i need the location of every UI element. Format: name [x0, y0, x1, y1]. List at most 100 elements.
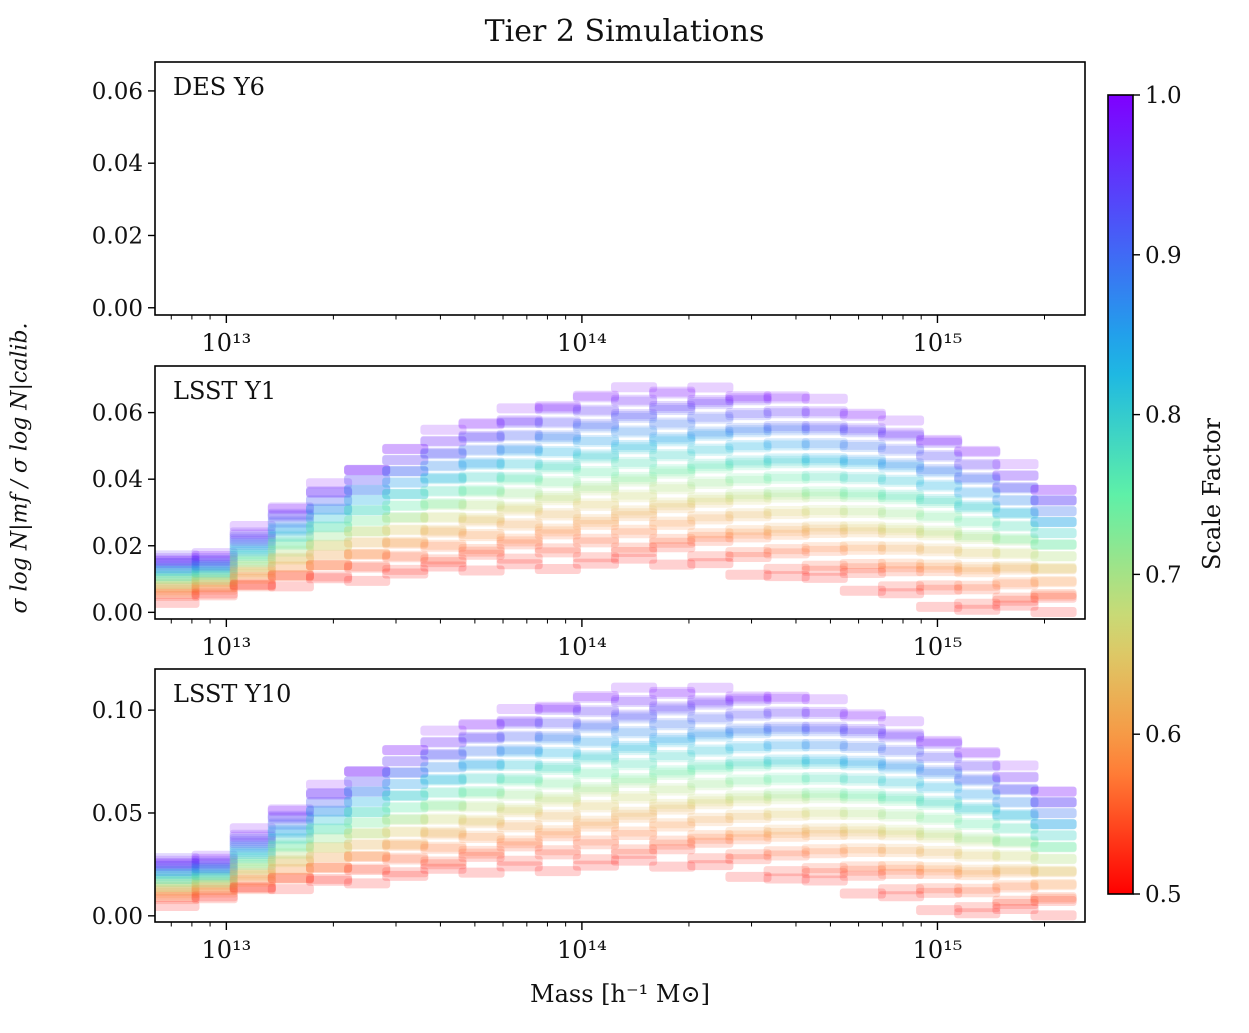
bin-band	[992, 534, 1039, 545]
bin-band	[459, 247, 505, 257]
bin-band	[763, 529, 810, 540]
bin-band	[344, 495, 391, 506]
bin-band	[992, 838, 1039, 849]
bin-band	[763, 846, 810, 857]
bin-band	[572, 480, 619, 491]
bin-band	[763, 455, 810, 466]
bin-band	[382, 791, 429, 802]
bin-band	[649, 223, 695, 233]
bin-band	[534, 547, 581, 558]
bin-band	[801, 787, 848, 798]
bin-band	[954, 564, 1001, 575]
bin-band	[1030, 893, 1077, 904]
bin-band	[878, 171, 924, 181]
bin-band	[153, 271, 199, 281]
bin-band	[954, 604, 1001, 615]
bin-band	[1031, 235, 1077, 245]
bin-band	[191, 879, 238, 890]
bin-band	[878, 476, 925, 487]
bin-band	[801, 440, 848, 451]
bin-band	[496, 431, 543, 442]
bin-band	[687, 263, 733, 273]
bin-band	[878, 257, 924, 267]
bin-band	[155, 873, 200, 884]
bin-band	[192, 275, 238, 285]
bin-band	[458, 774, 505, 785]
bin-band	[611, 524, 658, 535]
bin-band	[458, 513, 505, 523]
bin-band	[763, 526, 810, 537]
bin-band	[763, 756, 810, 767]
bin-band	[382, 211, 428, 221]
bin-band	[572, 392, 619, 403]
bin-band	[878, 223, 924, 233]
bin-band	[534, 777, 581, 788]
bin-band	[267, 503, 314, 514]
bin-band	[534, 717, 581, 728]
bin-band	[725, 188, 771, 198]
bin-band	[155, 573, 200, 584]
bin-band	[458, 845, 505, 856]
bin-band	[573, 147, 619, 157]
bin-band	[878, 566, 925, 577]
bin-band	[687, 514, 734, 525]
bin-band	[155, 588, 200, 599]
bin-band	[1030, 528, 1077, 538]
bin-band	[344, 160, 390, 170]
bin-band	[840, 226, 886, 236]
bin-band	[840, 171, 886, 181]
bin-band	[878, 824, 925, 835]
bin-band	[382, 802, 429, 813]
bin-band	[649, 434, 696, 445]
bin-band	[306, 824, 353, 835]
bin-band	[725, 528, 772, 539]
bin-band	[344, 214, 390, 224]
bin-band	[954, 567, 1001, 578]
bin-band	[420, 227, 466, 237]
bin-band	[572, 422, 619, 433]
bin-band	[611, 743, 658, 753]
bin-band	[496, 487, 543, 498]
bin-band	[916, 147, 962, 157]
bin-band	[1031, 259, 1077, 269]
bin-band	[687, 853, 734, 864]
bin-band	[344, 817, 391, 828]
bin-band	[839, 775, 886, 786]
bin-band	[573, 219, 619, 229]
bin-band	[840, 203, 886, 213]
bin-band	[573, 167, 619, 177]
bin-band	[458, 746, 505, 757]
bin-band	[382, 175, 428, 185]
bin-band	[1030, 592, 1077, 603]
bin-band	[725, 743, 772, 754]
bin-band	[344, 494, 391, 505]
bin-band	[839, 760, 886, 771]
bin-band	[992, 297, 1038, 307]
bin-band	[992, 600, 1039, 611]
bin-band	[954, 883, 1001, 894]
bin-band	[573, 237, 619, 247]
bin-band	[839, 505, 886, 516]
bin-band	[572, 691, 619, 702]
bin-band	[496, 443, 543, 454]
bin-band	[1030, 575, 1077, 586]
bin-band	[192, 269, 238, 279]
bin-band	[459, 169, 505, 179]
bin-band	[153, 259, 199, 269]
panel-label: DES Y6	[173, 73, 265, 101]
bin-band	[992, 179, 1038, 189]
bin-band	[497, 98, 543, 108]
bin-band	[649, 114, 695, 124]
bin-band	[992, 809, 1039, 820]
bin-band	[878, 415, 925, 426]
bin-band	[1031, 212, 1077, 222]
bin-band	[534, 792, 581, 803]
bin-band	[496, 820, 543, 830]
bin-band	[534, 849, 581, 860]
bin-band	[344, 548, 391, 559]
bin-band	[534, 746, 581, 757]
bin-band	[306, 512, 353, 523]
bin-band	[725, 761, 772, 772]
bin-band	[725, 508, 772, 519]
bin-band	[306, 797, 353, 808]
